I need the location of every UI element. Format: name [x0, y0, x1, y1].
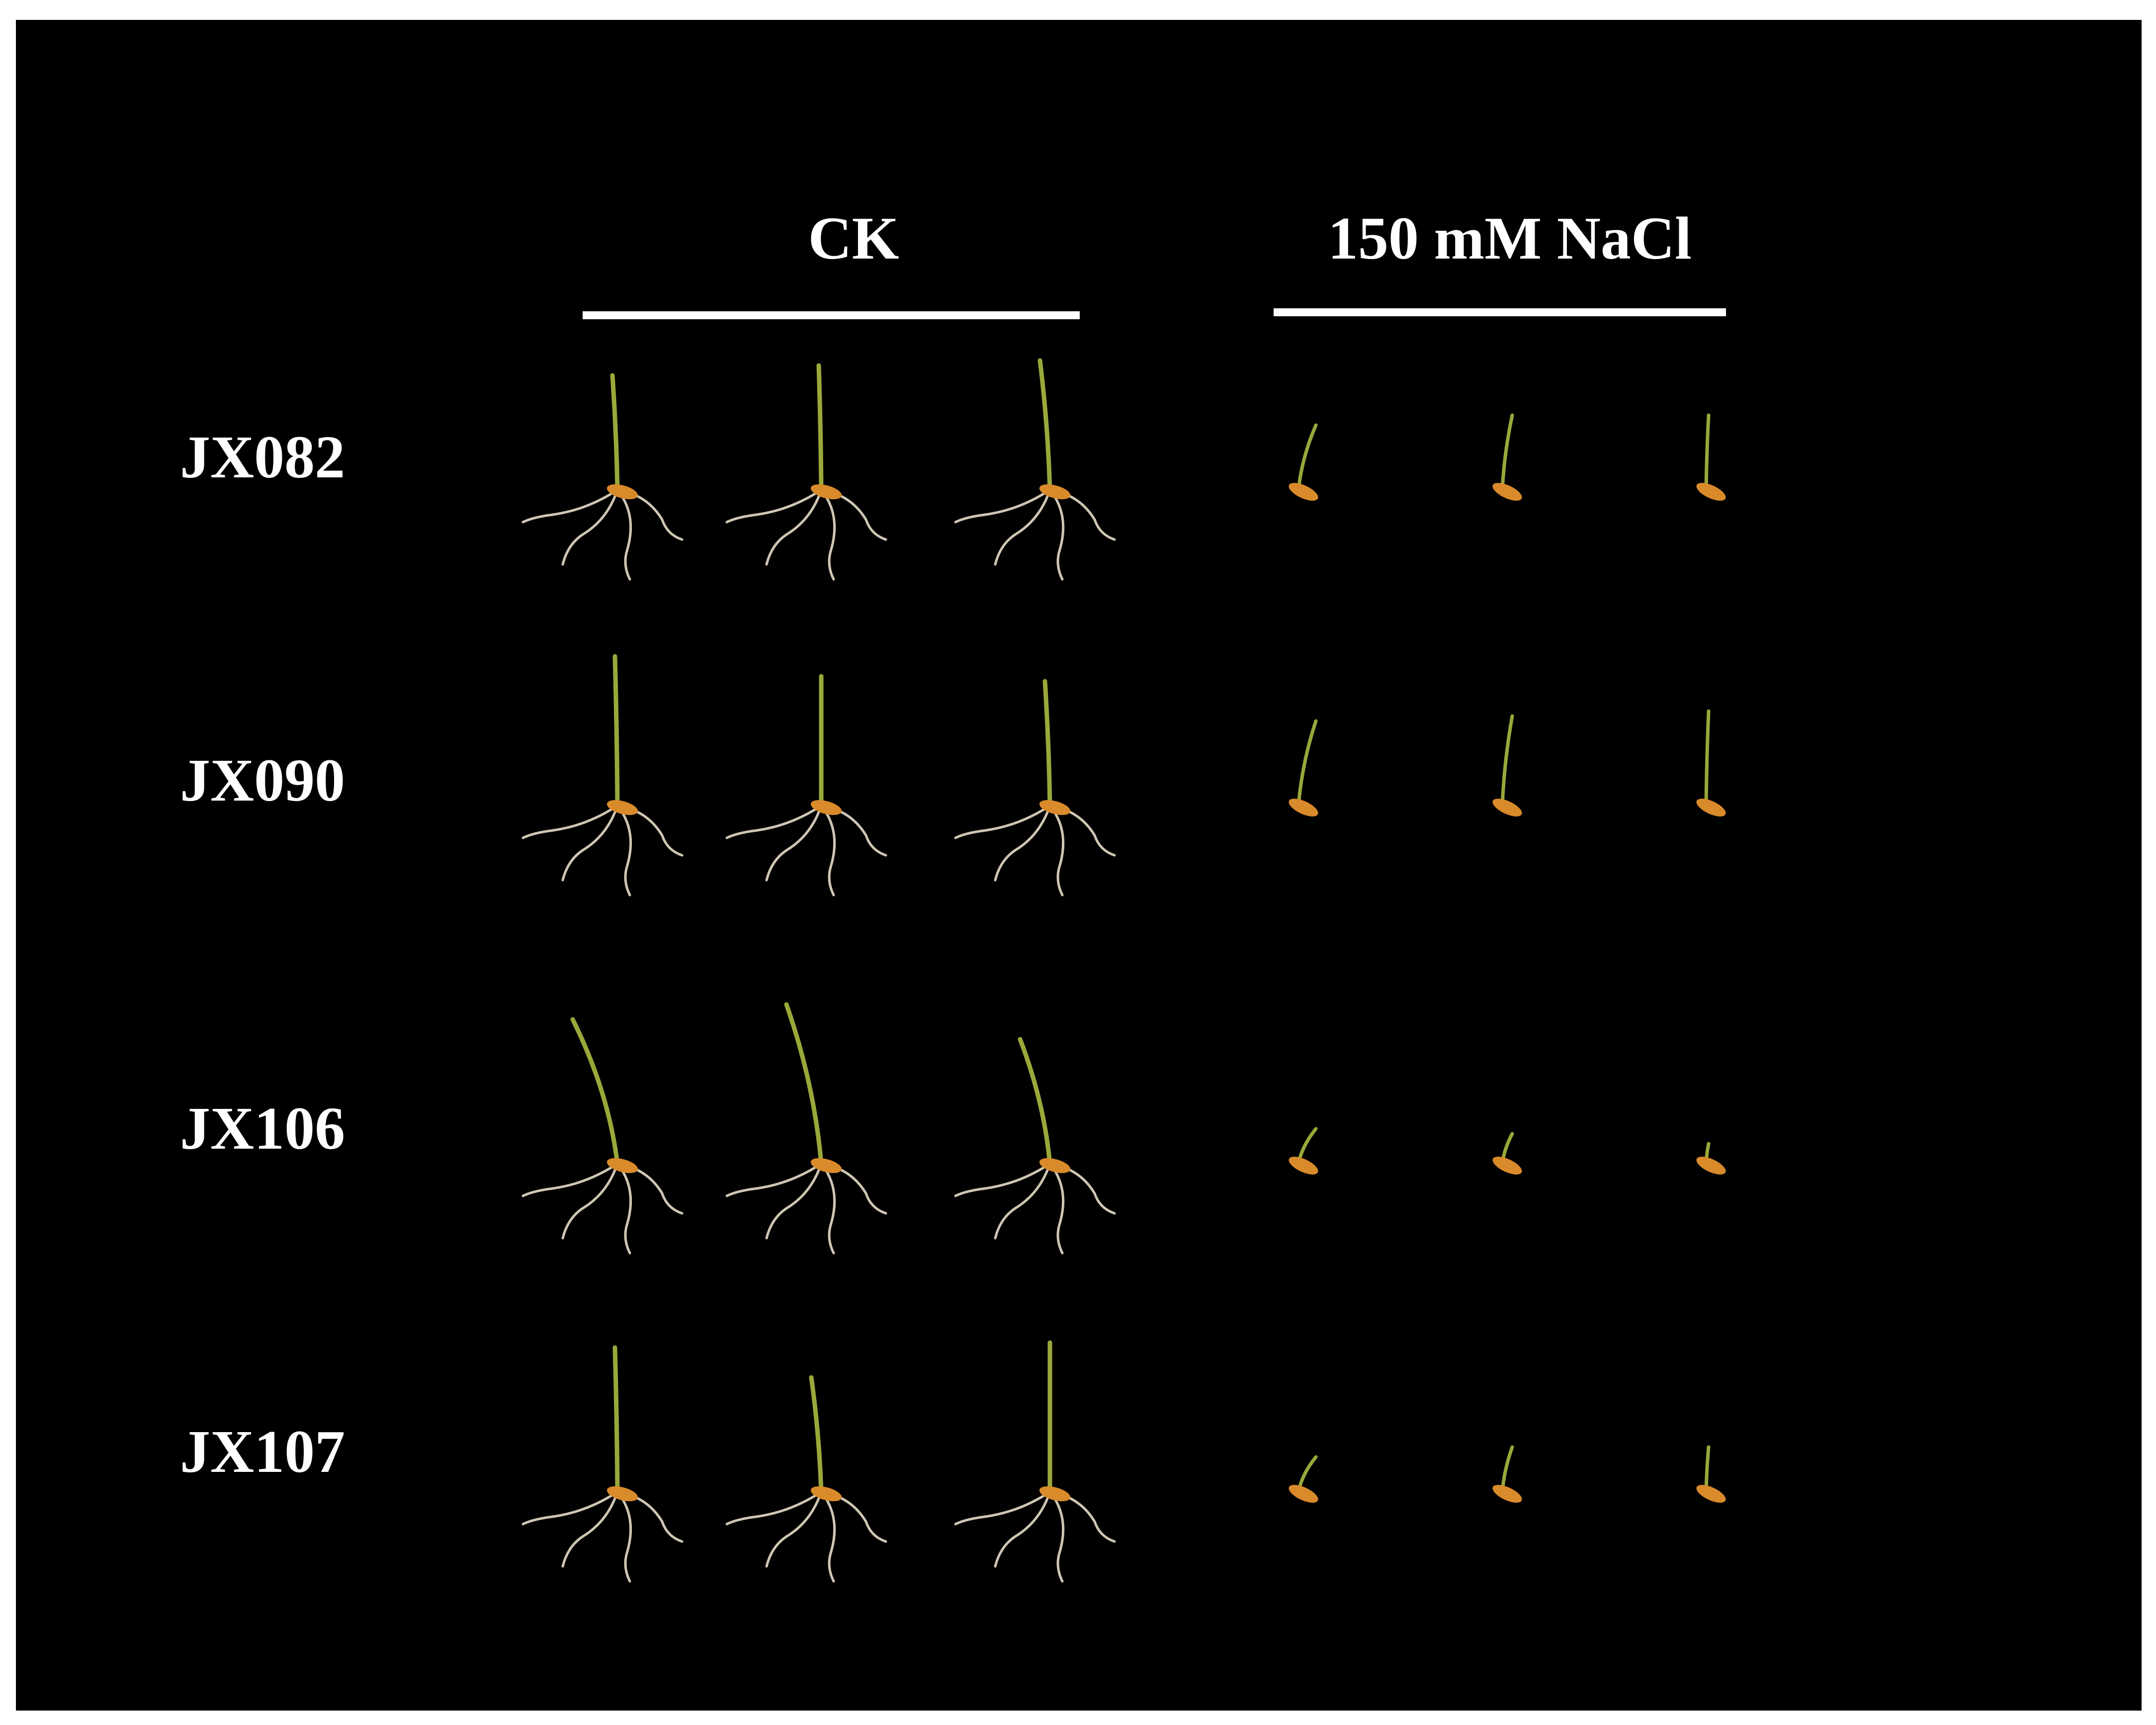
seedling-jx106-ck-3 — [954, 1037, 1116, 1255]
seedling-jx090-ck-1 — [521, 654, 684, 897]
row-label-jx106: JX106 — [180, 1095, 345, 1162]
seedling-jx090-nacl-2 — [1492, 714, 1522, 817]
seedling-jx082-nacl-3 — [1696, 413, 1726, 501]
row-label-jx082: JX082 — [180, 424, 345, 491]
row-label-jx107: JX107 — [180, 1418, 345, 1485]
seedling-jx090-ck-2 — [725, 674, 887, 897]
seedling-jx082-nacl-2 — [1492, 413, 1522, 501]
seedling-jx106-nacl-2 — [1492, 1132, 1522, 1175]
seedling-jx107-nacl-3 — [1696, 1445, 1726, 1503]
column-bar-ck — [583, 311, 1080, 319]
seedling-jx090-ck-3 — [954, 679, 1116, 897]
seedling-jx082-nacl-1 — [1289, 423, 1318, 501]
seedling-jx106-nacl-3 — [1696, 1142, 1726, 1175]
seedling-jx107-nacl-1 — [1289, 1455, 1318, 1503]
figure-panel: CK 150 mM NaCl JX082 JX090 JX106 JX107 — [16, 20, 2142, 1711]
seedling-jx090-nacl-3 — [1696, 709, 1726, 817]
seedling-jx106-nacl-1 — [1289, 1127, 1318, 1175]
column-header-ck: CK — [808, 205, 899, 272]
seedling-jx090-nacl-1 — [1289, 719, 1318, 817]
column-bar-nacl — [1274, 308, 1726, 316]
seedling-jx082-ck-2 — [725, 363, 887, 581]
row-label-jx090: JX090 — [180, 747, 345, 814]
seedling-jx107-ck-3 — [954, 1340, 1116, 1583]
seedling-photograph — [521, 358, 1726, 1583]
seedling-jx107-ck-1 — [521, 1345, 684, 1583]
seedling-jx106-ck-2 — [725, 1002, 887, 1255]
seedling-jx082-ck-3 — [954, 358, 1116, 581]
seedling-jx107-ck-2 — [725, 1375, 887, 1583]
seedling-jx107-nacl-2 — [1492, 1445, 1522, 1503]
seedling-jx082-ck-1 — [521, 373, 684, 581]
column-header-nacl: 150 mM NaCl — [1328, 205, 1692, 272]
seedling-jx106-ck-1 — [521, 1017, 684, 1255]
